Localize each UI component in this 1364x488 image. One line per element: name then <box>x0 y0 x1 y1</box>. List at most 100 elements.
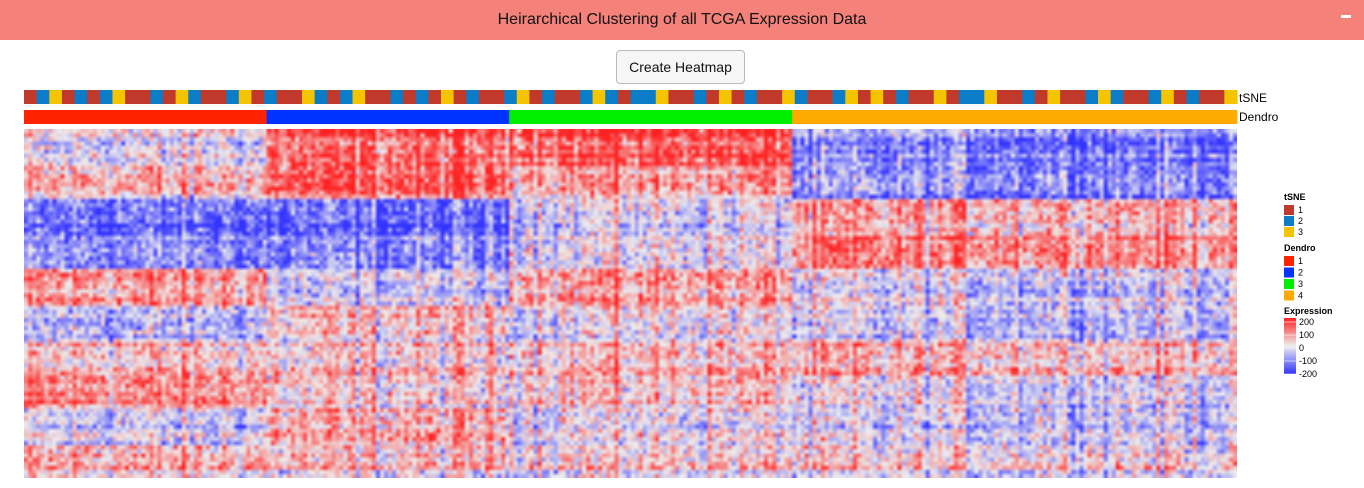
tsne-segment <box>744 90 758 104</box>
dendro-segment-4 <box>792 110 1238 124</box>
tsne-segment <box>1072 90 1086 104</box>
legend-expression-title: Expression <box>1284 306 1333 316</box>
tsne-segment <box>440 90 455 104</box>
tsne-segment <box>1047 90 1061 104</box>
tsne-segment <box>1224 90 1238 104</box>
tsne-segment <box>504 90 518 104</box>
tsne-segment <box>1022 90 1036 104</box>
dendro-annotation-bar <box>24 110 1238 124</box>
tsne-segment <box>820 90 834 104</box>
tsne-segment <box>112 90 126 104</box>
tsne-segment <box>390 90 404 104</box>
legend-expression-tick-label: 200 <box>1299 317 1314 327</box>
tsne-segment <box>895 90 910 104</box>
tsne-segment <box>579 90 594 104</box>
legend-tsne-label: 3 <box>1298 227 1303 237</box>
tsne-segment <box>996 90 1011 104</box>
tsne-segment <box>24 90 38 104</box>
expression-colorbar <box>1284 318 1296 374</box>
tsne-segment <box>188 90 202 104</box>
tsne-segment <box>36 90 50 104</box>
tsne-segment <box>162 90 177 104</box>
tsne-segment <box>1123 90 1137 104</box>
legend-tsne-swatch <box>1284 227 1294 237</box>
tsne-segment <box>706 90 720 104</box>
dendro-row-label: Dendro <box>1239 110 1279 124</box>
tsne-segment <box>542 90 556 104</box>
tsne-segment <box>592 90 606 104</box>
tsne-segment <box>1085 90 1099 104</box>
tsne-segment <box>516 90 531 104</box>
tsne-segment <box>883 90 897 104</box>
legend-dendro-swatch <box>1284 267 1294 278</box>
tsne-segment <box>49 90 63 104</box>
tsne-row-label: tSNE <box>1239 91 1267 105</box>
tsne-segment <box>61 90 76 104</box>
tsne-segment <box>226 90 240 104</box>
tsne-segment <box>617 90 632 104</box>
tsne-segment <box>769 90 783 104</box>
legend-dendro-swatch <box>1284 256 1294 266</box>
tsne-segment <box>213 90 227 104</box>
tsne-segment <box>74 90 88 104</box>
tsne-segment <box>314 90 328 104</box>
tsne-segment <box>693 90 707 104</box>
legend-dendro-swatch <box>1284 279 1294 289</box>
tsne-segment <box>99 90 114 104</box>
tsne-segment <box>782 90 796 104</box>
tsne-segment <box>605 90 619 104</box>
tsne-segment <box>946 90 960 104</box>
legend-tsne-swatch <box>1284 216 1294 226</box>
legend-expression-tick-label: -200 <box>1299 369 1317 379</box>
tsne-segment <box>428 90 442 104</box>
tsne-segment <box>289 90 303 104</box>
tsne-annotation-bar <box>24 90 1238 104</box>
tsne-segment <box>1110 90 1124 104</box>
tsne-segment <box>655 90 670 104</box>
tsne-segment <box>327 90 341 104</box>
tsne-segment <box>377 90 392 104</box>
tsne-segment <box>453 90 467 104</box>
legend-expression-tick-label: 100 <box>1299 330 1314 340</box>
tsne-segment <box>365 90 379 104</box>
tsne-segment <box>794 90 808 104</box>
tsne-segment <box>1148 90 1162 104</box>
legend-dendro-label: 3 <box>1298 279 1303 289</box>
legend-dendro-items: 1 23 4 <box>1284 256 1303 301</box>
tsne-segment <box>630 90 644 104</box>
tsne-segment <box>238 90 253 104</box>
tsne-segment <box>264 90 278 104</box>
tsne-segment <box>908 90 922 104</box>
tsne-segment <box>1186 90 1200 104</box>
tsne-segment <box>251 90 265 104</box>
create-heatmap-button[interactable]: Create Heatmap <box>616 50 745 84</box>
legend-dendro-label: 4 <box>1298 291 1303 301</box>
legend-dendro-label: 2 <box>1298 268 1303 278</box>
tsne-segment <box>933 90 947 104</box>
tsne-segment <box>352 90 366 104</box>
tsne-segment <box>403 90 417 104</box>
tsne-segment <box>1211 90 1225 104</box>
dendro-segment-3 <box>509 110 793 124</box>
tsne-segment <box>718 90 733 104</box>
tsne-segment <box>276 90 290 104</box>
tsne-segment <box>478 90 493 104</box>
tsne-segment <box>150 90 164 104</box>
tsne-segment <box>137 90 151 104</box>
tsne-segment <box>845 90 859 104</box>
tsne-segment <box>567 90 581 104</box>
dendro-segment-2 <box>266 110 510 124</box>
legend-tsne-items: 123 <box>1284 205 1303 237</box>
legend-dendro-label: 1 <box>1298 256 1303 266</box>
tsne-segment <box>731 90 745 104</box>
tsne-segment <box>643 90 657 104</box>
tsne-segment <box>870 90 884 104</box>
tsne-segment <box>491 90 505 104</box>
minimize-icon[interactable] <box>1338 6 1354 22</box>
tsne-segment <box>756 90 771 104</box>
tsne-segment <box>1060 90 1074 104</box>
tsne-segment <box>466 90 480 104</box>
tsne-segment <box>984 90 998 104</box>
